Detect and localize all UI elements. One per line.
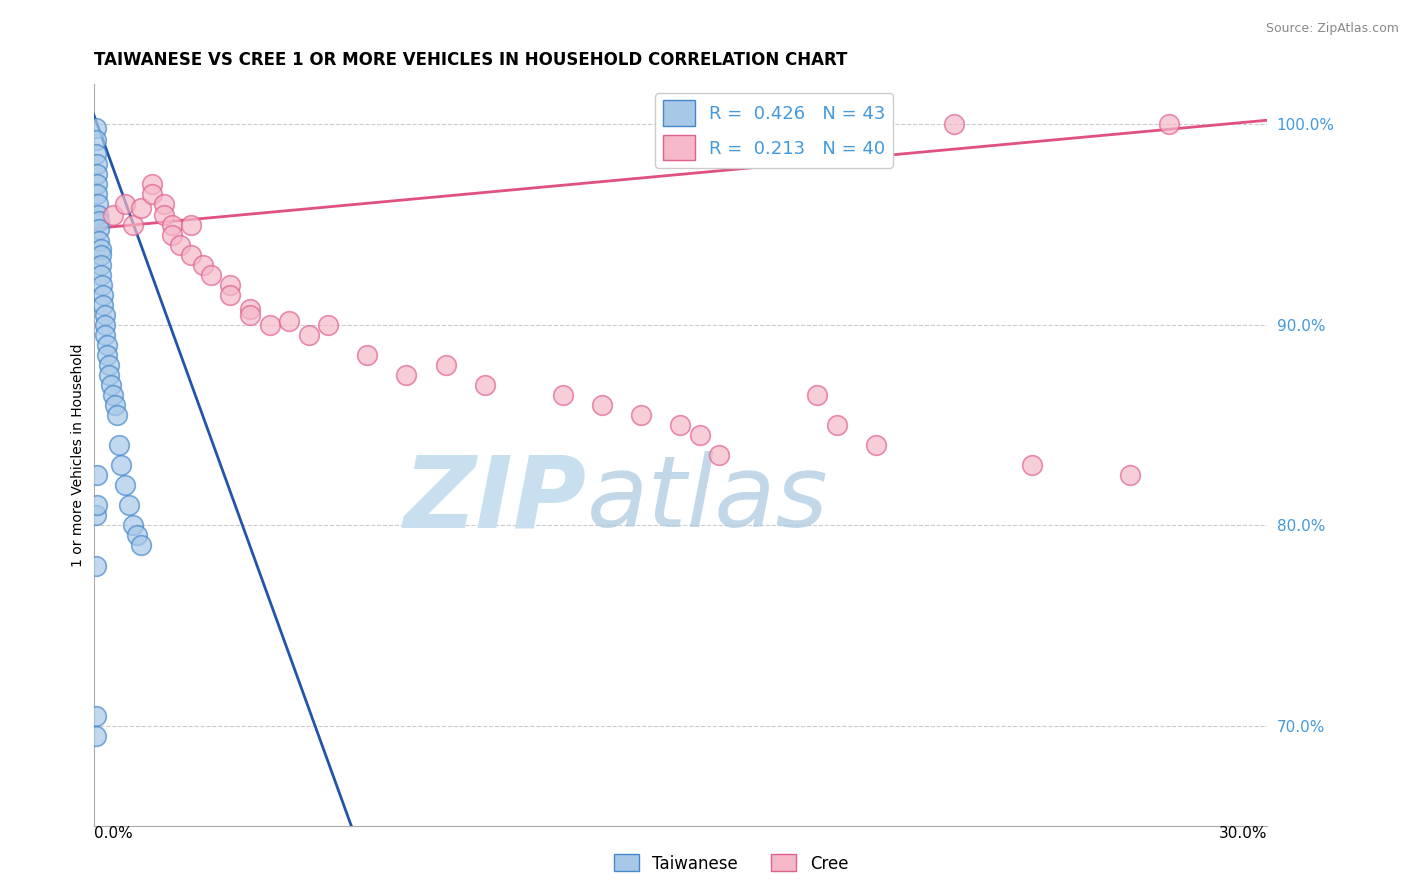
Point [86, 468, 108, 483]
Point [943, 117, 966, 131]
Point [114, 478, 136, 492]
Text: atlas: atlas [586, 451, 828, 549]
Point [1021, 458, 1043, 473]
Text: Source: ZipAtlas.com: Source: ZipAtlas.com [1265, 22, 1399, 36]
Point [356, 348, 378, 362]
Point [105, 408, 128, 422]
Point [100, 378, 122, 392]
Point [121, 218, 143, 232]
Point [129, 202, 152, 216]
Point [219, 287, 242, 301]
Point [129, 539, 152, 553]
Point [551, 388, 574, 402]
Point [98, 368, 121, 382]
Point [259, 318, 281, 332]
Legend: R =  0.426   N = 43, R =  0.213   N = 40: R = 0.426 N = 43, R = 0.213 N = 40 [655, 93, 893, 168]
Point [101, 388, 124, 402]
Point [90, 258, 112, 272]
Point [669, 418, 692, 433]
Point [114, 197, 136, 211]
Point [316, 318, 339, 332]
Point [395, 368, 418, 382]
Point [101, 207, 124, 221]
Point [239, 301, 262, 316]
Point [180, 247, 202, 261]
Point [434, 358, 457, 372]
Point [96, 338, 118, 352]
Point [110, 458, 132, 473]
Point [278, 314, 301, 328]
Point [239, 308, 262, 322]
Point [121, 518, 143, 533]
Text: 30.0%: 30.0% [1219, 826, 1267, 841]
Point [93, 287, 115, 301]
Point [709, 448, 731, 462]
Point [84, 709, 107, 723]
Point [118, 499, 141, 513]
Point [84, 729, 107, 743]
Point [93, 308, 115, 322]
Point [125, 528, 148, 542]
Point [87, 207, 110, 221]
Point [160, 227, 183, 242]
Point [94, 318, 117, 332]
Point [86, 168, 108, 182]
Point [153, 197, 176, 211]
Point [86, 499, 108, 513]
Point [90, 247, 112, 261]
Point [169, 237, 191, 252]
Point [84, 133, 107, 147]
Legend: Taiwanese, Cree: Taiwanese, Cree [607, 847, 855, 880]
Point [153, 207, 176, 221]
Point [90, 242, 112, 256]
Point [84, 558, 107, 573]
Text: TAIWANESE VS CREE 1 OR MORE VEHICLES IN HOUSEHOLD CORRELATION CHART: TAIWANESE VS CREE 1 OR MORE VEHICLES IN … [94, 51, 846, 69]
Text: ZIP: ZIP [404, 451, 586, 549]
Point [806, 388, 828, 402]
Point [96, 348, 118, 362]
Point [84, 147, 107, 161]
Point [191, 258, 214, 272]
Point [180, 218, 202, 232]
Point [1119, 468, 1142, 483]
Point [94, 327, 117, 342]
Text: 0.0%: 0.0% [94, 826, 132, 841]
Point [689, 428, 711, 442]
Point [825, 418, 848, 433]
Point [86, 178, 108, 192]
Point [630, 408, 652, 422]
Point [86, 157, 108, 171]
Point [298, 327, 321, 342]
Point [219, 277, 242, 292]
Point [141, 187, 163, 202]
Point [141, 178, 163, 192]
Point [865, 438, 887, 452]
Point [90, 268, 112, 282]
Point [104, 398, 127, 412]
Point [93, 298, 115, 312]
Y-axis label: 1 or more Vehicles in Household: 1 or more Vehicles in Household [72, 343, 86, 567]
Point [89, 221, 111, 235]
Point [98, 358, 121, 372]
Point [84, 508, 107, 523]
Point [87, 197, 110, 211]
Point [108, 438, 131, 452]
Point [591, 398, 613, 412]
Point [91, 277, 114, 292]
Point [89, 213, 111, 227]
Point [200, 268, 222, 282]
Point [1159, 117, 1181, 131]
Point [89, 234, 111, 248]
Point [86, 187, 108, 202]
Point [474, 378, 496, 392]
Point [160, 218, 183, 232]
Point [84, 121, 107, 136]
